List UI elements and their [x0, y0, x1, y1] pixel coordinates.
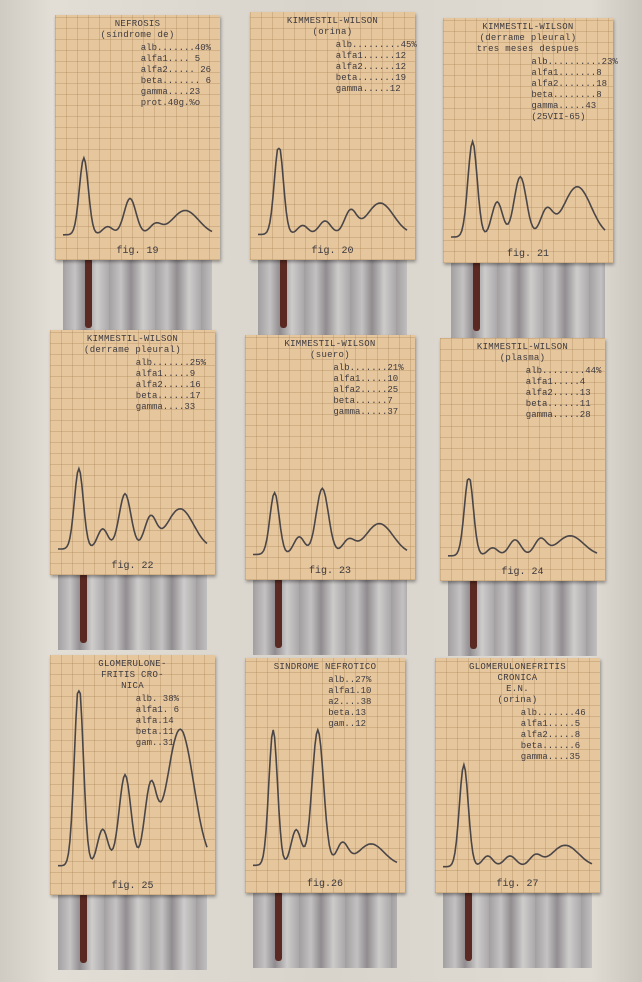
curve — [63, 158, 212, 235]
figure-label: fig. 27 — [435, 879, 600, 890]
densitogram — [50, 655, 215, 895]
strip-holder — [465, 891, 472, 961]
curve — [253, 488, 407, 554]
densitogram — [245, 658, 405, 893]
curve — [451, 142, 605, 238]
strip-holder — [280, 258, 287, 328]
strip-holder — [80, 893, 87, 963]
strip-holder — [85, 258, 92, 328]
strip-holder — [275, 578, 282, 648]
figure-label: fig. 22 — [50, 561, 215, 572]
strip-holder — [80, 573, 87, 643]
photo-board: NEFROSIS(síndrome de)alb.......40%alfa1.… — [0, 0, 642, 982]
strip-holder — [470, 579, 477, 649]
card: KIMMESTIL-WILSON(derrame pleural)alb....… — [50, 330, 215, 575]
densitogram — [245, 335, 415, 580]
densitogram — [443, 18, 613, 263]
curve — [58, 691, 207, 866]
densitogram — [440, 338, 605, 581]
figure-label: fig. 21 — [443, 249, 613, 260]
card: KIMMESTIL-WILSON(orina)alb.........45%al… — [250, 12, 415, 260]
card: KIMMESTIL-WILSON(suero)alb.......21%alfa… — [245, 335, 415, 580]
card: NEFROSIS(síndrome de)alb.......40%alfa1.… — [55, 15, 220, 260]
densitogram — [50, 330, 215, 575]
figure-label: fig. 25 — [50, 881, 215, 892]
strip-holder — [275, 891, 282, 961]
curve — [58, 469, 207, 549]
figure-label: fig.26 — [245, 879, 405, 890]
curve — [258, 148, 407, 234]
densitogram — [435, 658, 600, 893]
densitogram — [250, 12, 415, 260]
figure-label: fig. 20 — [250, 246, 415, 257]
figure-label: fig. 19 — [55, 246, 220, 257]
densitogram — [55, 15, 220, 260]
figure-label: fig. 23 — [245, 566, 415, 577]
curve — [253, 730, 397, 865]
figure-label: fig. 24 — [440, 567, 605, 578]
card: GLOMERULONE-FRITIS CRO-NICAalb. 38%alfa1… — [50, 655, 215, 895]
card: KIMMESTIL-WILSON(plasma)alb........44%al… — [440, 338, 605, 581]
card: KIMMESTIL-WILSON(derrame pleural)tres me… — [443, 18, 613, 263]
curve — [443, 765, 592, 867]
curve — [448, 479, 597, 556]
strip-holder — [473, 261, 480, 331]
